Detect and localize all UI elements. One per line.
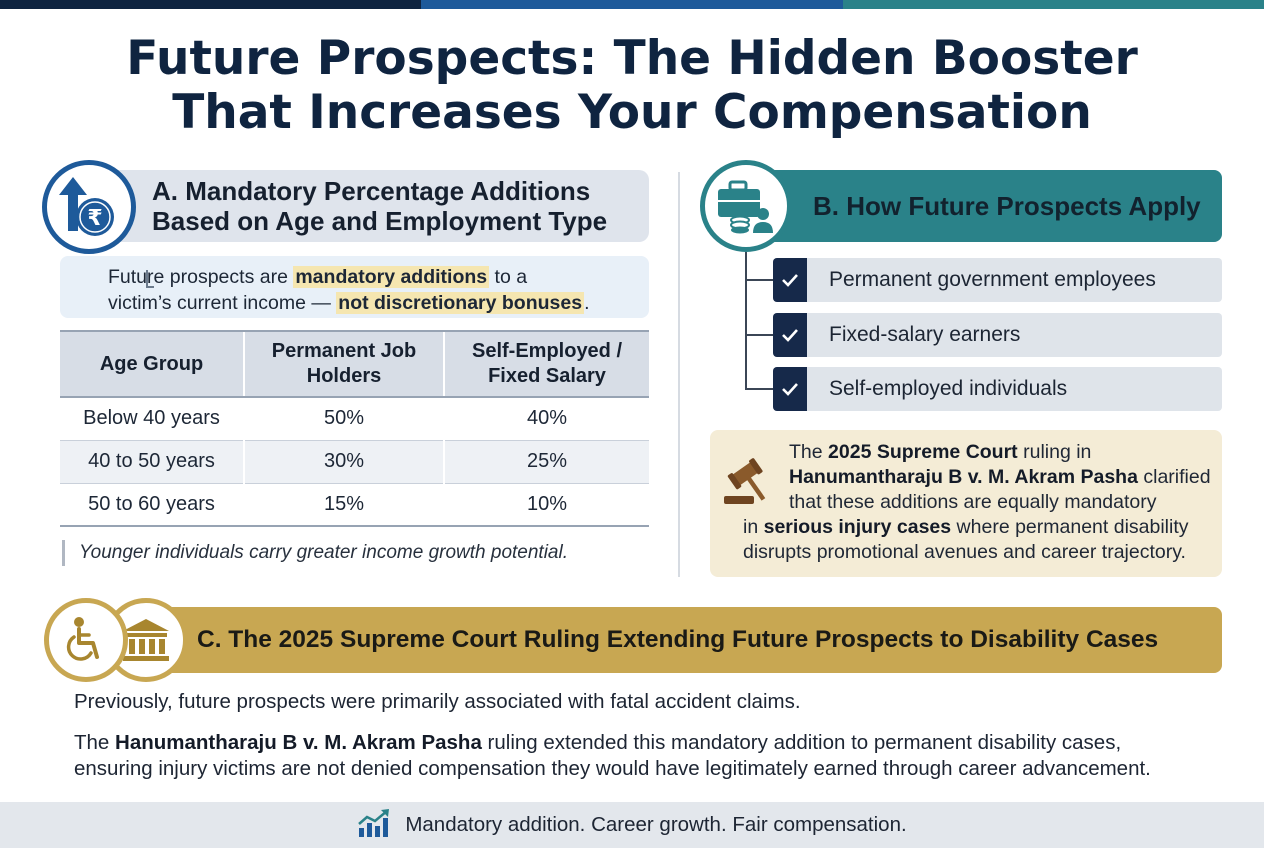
tree-connector (745, 252, 747, 389)
court-note-text: ruling in (1017, 441, 1092, 463)
list-item-label: Fixed-salary earners (829, 323, 1021, 346)
court-note-text: that these additions are equally mandato… (789, 491, 1157, 513)
cell-permanent: 30% (243, 440, 444, 484)
section-a-heading-line-1: A. Mandatory Percentage Additions (152, 176, 591, 206)
section-c-paragraph-1: Previously, future prospects were primar… (74, 690, 801, 713)
court-note-text: where permanent disability (951, 516, 1189, 538)
cell-age: Below 40 years (60, 397, 244, 441)
list-item: Permanent government employees (773, 258, 1222, 302)
court-note-text: disrupts promotional avenues and career … (743, 541, 1186, 563)
note-highlight: not discretionary bonuses (336, 292, 585, 314)
cell-self-employed: 10% (443, 483, 649, 527)
table-row: 40 to 50 years 30% 25% (60, 440, 649, 484)
tree-branch (745, 334, 775, 336)
percentage-additions-table: Age Group Permanent Job Holders Self-Empl… (60, 330, 649, 527)
cell-self-employed: 40% (443, 397, 649, 441)
column-header-self-employed: Self-Employed / Fixed Salary (443, 330, 649, 398)
court-note-bold: 2025 Supreme Court (828, 441, 1018, 463)
section-b-heading: B. How Future Prospects Apply (750, 170, 1222, 242)
tree-branch (745, 279, 775, 281)
note-bracket-decoration (146, 270, 154, 288)
table-row: 50 to 60 years 15% 10% (60, 483, 649, 527)
section-a-heading-line-2: Based on Age and Employment Type (152, 206, 608, 236)
page-title: Future Prospects: The Hidden Booster Tha… (0, 32, 1264, 140)
column-header-age-group: Age Group (60, 330, 244, 398)
paragraph-text: ensuring injury victims are not denied c… (74, 757, 1151, 780)
checkmark-icon (773, 258, 807, 302)
mandatory-additions-note: Future prospects are mandatory additions… (60, 256, 649, 318)
cell-permanent: 50% (243, 397, 444, 441)
list-item-label: Self-employed individuals (829, 377, 1068, 400)
briefcase-coins-person-icon (700, 160, 792, 252)
svg-text:₹: ₹ (87, 206, 102, 231)
gavel-icon (722, 458, 780, 513)
supreme-court-note: The 2025 Supreme Court ruling in Hanuman… (710, 430, 1222, 577)
list-item: Self-employed individuals (773, 367, 1222, 411)
court-note-text: in (743, 516, 764, 538)
case-name: Hanumantharaju B v. M. Akram Pasha (789, 466, 1138, 488)
note-text: victim’s current income — (108, 292, 337, 314)
table-row: Below 40 years 50% 40% (60, 397, 649, 441)
note-text: . (584, 292, 590, 314)
note-highlight: mandatory additions (293, 266, 490, 288)
column-divider (678, 172, 680, 577)
court-note-text: clarified (1137, 466, 1211, 488)
list-item: Fixed-salary earners (773, 313, 1222, 357)
checkmark-icon (773, 313, 807, 357)
rupee-growth-arrow-icon: ₹ (42, 160, 136, 254)
paragraph-text: The (74, 731, 116, 754)
list-item-label: Permanent government employees (829, 268, 1156, 291)
wheelchair-icon (44, 598, 128, 682)
table-header-row: Age Group Permanent Job Holders Self-Empl… (60, 330, 649, 398)
section-c-heading: C. The 2025 Supreme Court Ruling Extendi… (150, 607, 1222, 673)
section-a-heading: A. Mandatory Percentage Additions Based … (95, 170, 649, 242)
court-note-text: The (789, 441, 829, 463)
page-title-line-1: Future Prospects: The Hidden Booster (126, 31, 1138, 86)
income-growth-footnote: Younger individuals carry greater income… (62, 540, 568, 566)
footer-banner: Mandatory addition. Career growth. Fair … (0, 802, 1264, 848)
growth-chart-icon (357, 808, 391, 843)
court-note-bold: serious injury cases (763, 516, 952, 538)
cell-age: 50 to 60 years (60, 483, 244, 527)
case-name: Hanumantharaju B v. M. Akram Pasha (115, 731, 482, 754)
cell-age: 40 to 50 years (60, 440, 244, 484)
cell-self-employed: 25% (443, 440, 649, 484)
paragraph-text: ruling extended this mandatory addition … (481, 731, 1122, 754)
tree-branch (745, 388, 775, 390)
note-text: to a (489, 266, 528, 288)
top-accent-bar (0, 0, 1264, 9)
cell-permanent: 15% (243, 483, 444, 527)
note-text: Future prospects are (108, 266, 294, 288)
column-header-permanent-job-holders: Permanent Job Holders (243, 330, 444, 398)
footer-tagline: Mandatory addition. Career growth. Fair … (405, 813, 907, 836)
checkmark-icon (773, 367, 807, 411)
page-title-line-2: That Increases Your Compensation (172, 85, 1092, 140)
section-c-paragraph-2: The Hanumantharaju B v. M. Akram Pasha r… (74, 730, 1151, 782)
